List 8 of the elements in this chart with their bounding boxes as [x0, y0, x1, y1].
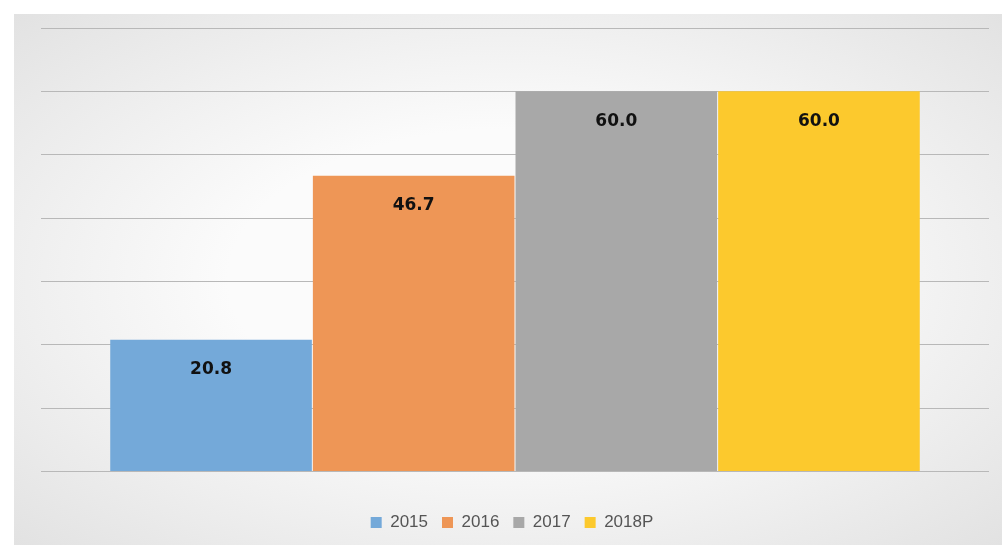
- legend-label: 2015: [390, 512, 429, 532]
- legend-label: 2016: [461, 512, 500, 532]
- data-label: 20.8: [190, 358, 233, 379]
- data-label: 46.7: [392, 194, 435, 215]
- data-label: 60.0: [595, 109, 638, 130]
- legend-label: 2018P: [604, 512, 654, 532]
- data-label: 60.0: [797, 109, 841, 130]
- legend-label: 2017: [532, 512, 571, 532]
